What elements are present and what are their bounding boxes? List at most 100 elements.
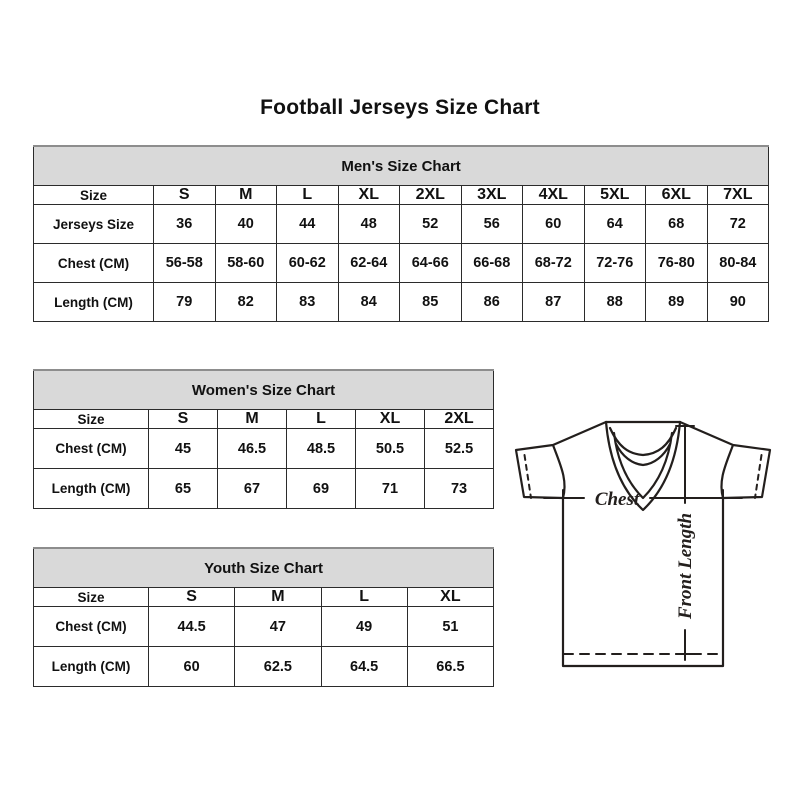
table-cell: 40 [214,204,277,244]
table-caption-row: Youth Size Chart [32,547,495,588]
row-label: Length (CM) [33,282,154,322]
table-cell: 44 [276,204,339,244]
row-label: Length (CM) [33,646,149,687]
womens-size-table: Women's Size Chart Size S M L XL 2XL Che… [32,369,495,509]
table-cell: 58-60 [214,243,277,283]
table-cell: 65 [148,468,218,509]
table-cell: 62-64 [337,243,400,283]
table-cell: 62.5 [234,646,322,687]
table-cell: 71 [355,468,425,509]
column-header: 4XL [522,185,585,205]
table-cell: 76-80 [645,243,708,283]
table-cell: 45 [148,428,218,469]
table-cell: 50.5 [355,428,425,469]
table-cell: 64-66 [399,243,462,283]
table-cell: 64 [583,204,646,244]
column-header: XL [355,409,425,429]
column-header: S [148,409,218,429]
table-cell: 89 [645,282,708,322]
column-header: Size [33,185,154,205]
table-cell: 69 [286,468,356,509]
table-row: Chest (CM) 44.5 47 49 51 [33,606,495,647]
row-label: Chest (CM) [33,428,149,469]
mens-size-table: Men's Size Chart Size S M L XL 2XL 3XL 4… [32,145,770,322]
table-cell: 47 [234,606,322,647]
table-cell: 85 [399,282,462,322]
column-header: 3XL [460,185,523,205]
column-header: M [234,587,322,607]
table-cell: 73 [423,468,495,509]
table-cell: 86 [460,282,523,322]
table-cell: 56 [460,204,523,244]
table-cell: 46.5 [217,428,287,469]
column-header: 6XL [645,185,708,205]
chest-label: Chest [595,489,640,510]
column-header: 2XL [399,185,462,205]
column-header: M [214,185,277,205]
table-cell: 60 [147,646,236,687]
column-header: L [276,185,339,205]
table-cell: 66.5 [406,646,495,687]
table-cell: 44.5 [147,606,236,647]
table-cell: 56-58 [153,243,216,283]
youth-table-caption: Youth Size Chart [32,547,495,588]
column-header: Size [33,409,149,429]
table-cell: 72 [706,204,770,244]
column-header: M [217,409,287,429]
table-cell: 48.5 [286,428,356,469]
table-cell: 66-68 [460,243,523,283]
mens-table-caption: Men's Size Chart [32,145,770,186]
table-row: Jerseys Size 36 40 44 48 52 56 60 64 68 … [33,204,770,244]
column-header: 7XL [706,185,770,205]
row-label: Chest (CM) [33,606,149,647]
collar-inner-v [614,433,672,498]
row-label: Jerseys Size [33,204,154,244]
column-header: Size [33,587,149,607]
table-cell: 67 [217,468,287,509]
front-length-label: Front Length [675,513,696,620]
collar-rib-line-two [616,444,670,465]
table-cell: 48 [337,204,400,244]
column-header: S [153,185,216,205]
jersey-outline-path [516,422,770,666]
table-cell: 60-62 [276,243,339,283]
table-row: Length (CM) 79 82 83 84 85 86 87 88 89 9… [33,282,770,322]
table-header-row: Size S M L XL 2XL 3XL 4XL 5XL 6XL 7XL [33,185,770,205]
table-row: Length (CM) 65 67 69 71 73 [33,468,495,509]
table-cell: 60 [522,204,585,244]
column-header: S [147,587,236,607]
table-cell: 68-72 [522,243,585,283]
collar-rib-line-one [610,428,676,455]
table-cell: 49 [320,606,408,647]
table-header-row: Size S M L XL [33,587,495,607]
row-label: Length (CM) [33,468,149,509]
table-cell: 68 [645,204,708,244]
left-sleeve-cuff-dashes [525,455,532,498]
column-header: 5XL [583,185,646,205]
table-cell: 64.5 [320,646,408,687]
row-label: Chest (CM) [33,243,154,283]
table-cell: 88 [583,282,646,322]
table-caption-row: Men's Size Chart [32,145,770,186]
table-row: Chest (CM) 45 46.5 48.5 50.5 52.5 [33,428,495,469]
table-row: Chest (CM) 56-58 58-60 60-62 62-64 64-66… [33,243,770,283]
table-cell: 72-76 [583,243,646,283]
table-cell: 80-84 [706,243,770,283]
column-header: L [286,409,356,429]
table-cell: 36 [153,204,216,244]
right-sleeve-cuff-dashes [755,455,762,498]
page-title: Football Jerseys Size Chart [260,96,540,119]
column-header: XL [406,587,495,607]
table-cell: 52 [399,204,462,244]
table-cell: 83 [276,282,339,322]
table-cell: 79 [153,282,216,322]
column-header: XL [337,185,400,205]
table-cell: 82 [214,282,277,322]
youth-size-table: Youth Size Chart Size S M L XL Chest (CM… [32,547,495,687]
jersey-measurement-diagram: Chest Front Length [498,398,788,698]
collar-outer-v [606,422,680,510]
table-cell: 87 [522,282,585,322]
womens-table-caption: Women's Size Chart [32,369,495,410]
table-cell: 90 [706,282,770,322]
table-cell: 84 [337,282,400,322]
